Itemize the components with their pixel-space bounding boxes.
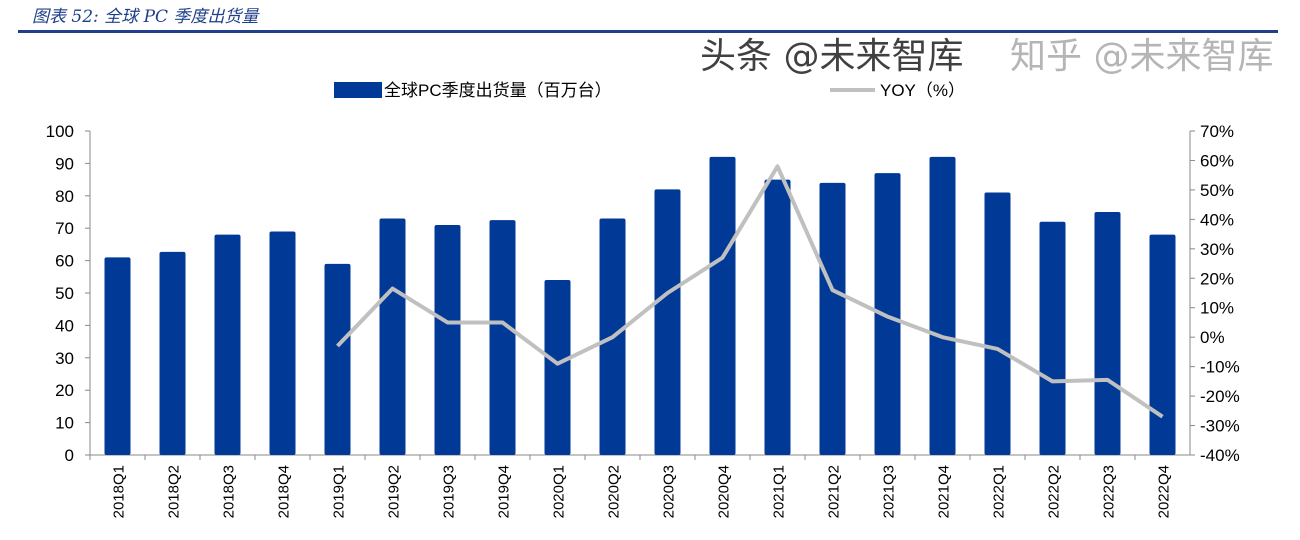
title-rule [18, 30, 1278, 33]
y-tick-label: 90 [55, 154, 74, 173]
y-tick-label: 10 [55, 414, 74, 433]
bar [1149, 234, 1176, 455]
y2-tick-label: -40% [1200, 446, 1240, 465]
bar [379, 218, 406, 455]
x-tick-label: 2018Q1 [111, 465, 128, 518]
x-tick-label: 2021Q1 [771, 465, 788, 518]
x-tick-label: 2022Q3 [1101, 465, 1118, 518]
bar [709, 156, 736, 456]
y2-tick-label: -10% [1200, 358, 1240, 377]
y-tick-label: 20 [55, 381, 74, 400]
y-tick-label: 30 [55, 349, 74, 368]
x-tick-label: 2022Q1 [991, 465, 1008, 518]
x-tick-label: 2020Q2 [606, 465, 623, 518]
y2-tick-label: 60% [1200, 151, 1234, 170]
x-tick-label: 2019Q2 [386, 465, 403, 518]
y2-tick-label: 30% [1200, 240, 1234, 259]
x-tick-label: 2022Q4 [1156, 465, 1173, 518]
legend-line-label: YOY（%） [880, 81, 965, 100]
bar [984, 192, 1011, 455]
y2-tick-label: 0% [1200, 328, 1225, 347]
x-tick-label: 2021Q4 [936, 465, 953, 518]
x-tick-label: 2020Q3 [661, 465, 678, 518]
x-tick-label: 2019Q4 [496, 465, 513, 518]
y2-tick-label: 70% [1200, 122, 1234, 141]
figure-title: 图表 52: 全球 PC 季度出货量 [32, 7, 259, 27]
bar [434, 224, 461, 455]
y2-tick-label: 20% [1200, 269, 1234, 288]
bar [1039, 221, 1066, 455]
bar [544, 280, 571, 455]
watermark-zhihu: 知乎 @未来智库 [1010, 36, 1274, 77]
x-tick-label: 2018Q3 [221, 465, 238, 518]
x-tick-label: 2021Q3 [881, 465, 898, 518]
y-tick-label: 80 [55, 187, 74, 206]
bar [1094, 212, 1121, 455]
y-tick-label: 50 [55, 284, 74, 303]
x-tick-label: 2020Q1 [551, 465, 568, 518]
bar [324, 263, 351, 455]
y2-tick-label: -20% [1200, 387, 1240, 406]
x-tick-label: 2021Q2 [826, 465, 843, 518]
y2-tick-label: -30% [1200, 417, 1240, 436]
bar [214, 234, 241, 455]
x-tick-label: 2018Q4 [276, 465, 293, 518]
bar [489, 220, 516, 455]
bar [764, 179, 791, 455]
yoy-line [336, 164, 1164, 419]
bar [269, 231, 296, 455]
bar [159, 251, 186, 455]
y-tick-label: 70 [55, 219, 74, 238]
bar [929, 156, 956, 456]
legend-bar-swatch [334, 82, 382, 98]
x-tick-label: 2020Q4 [716, 465, 733, 518]
bar [874, 173, 901, 455]
x-tick-label: 2019Q3 [441, 465, 458, 518]
bar [104, 257, 131, 455]
x-tick-label: 2019Q1 [331, 465, 348, 518]
legend-bar-label: 全球PC季度出货量（百万台） [384, 81, 612, 100]
y-tick-label: 100 [46, 122, 74, 141]
bar [819, 182, 846, 455]
y2-tick-label: 10% [1200, 299, 1234, 318]
y-tick-label: 0 [65, 446, 74, 465]
y-tick-label: 60 [55, 252, 74, 271]
y2-tick-label: 40% [1200, 210, 1234, 229]
bar [654, 189, 681, 455]
x-tick-label: 2018Q2 [166, 465, 183, 518]
watermark-toutiao: 头条 @未来智库 [700, 36, 964, 77]
y-tick-label: 40 [55, 316, 74, 335]
x-tick-label: 2022Q2 [1046, 465, 1063, 518]
y2-tick-label: 50% [1200, 181, 1234, 200]
